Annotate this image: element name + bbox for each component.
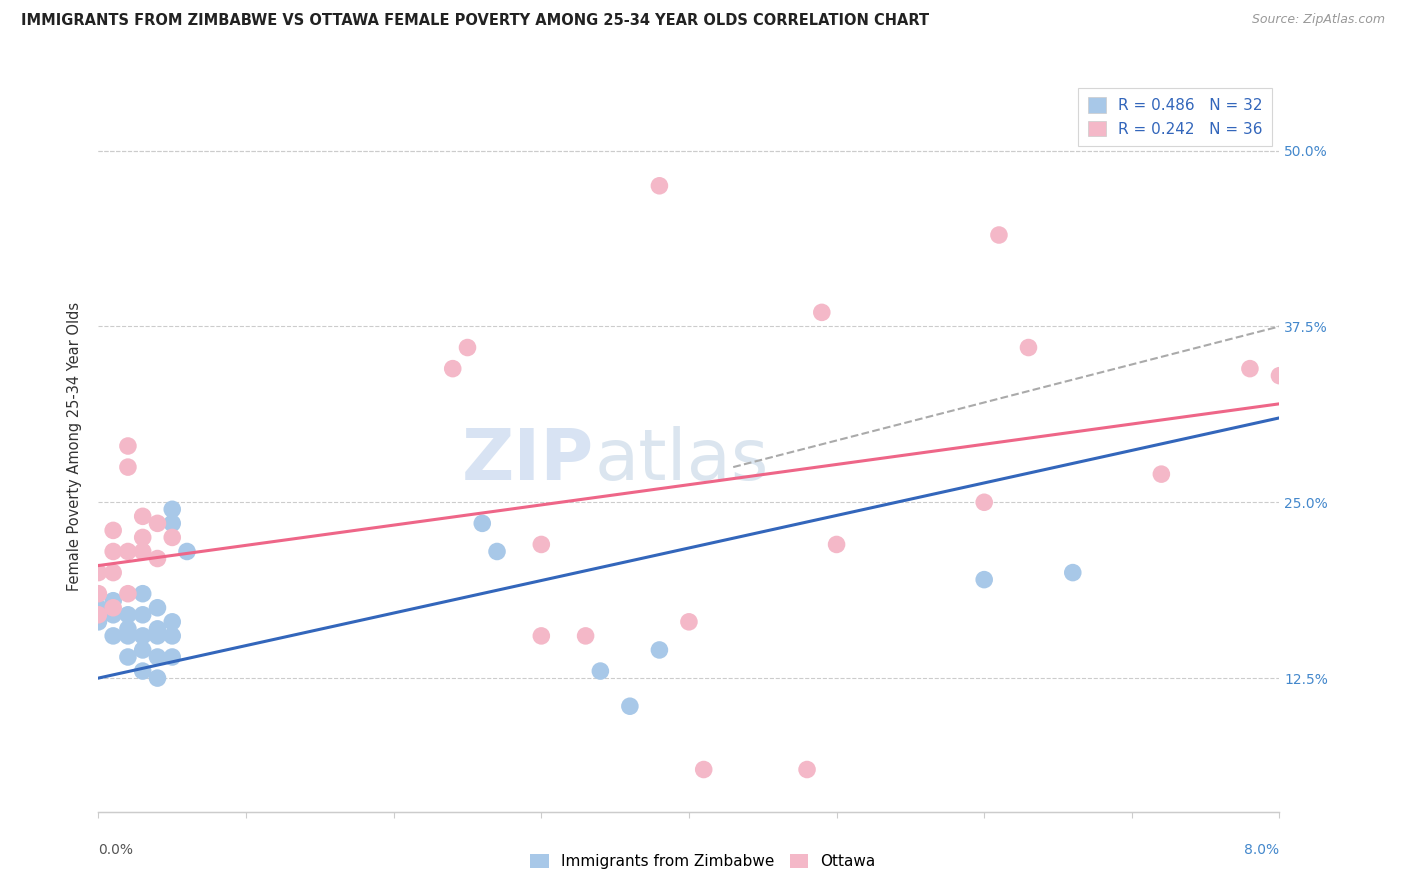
Point xyxy=(176,544,198,558)
Text: 0.0%: 0.0% xyxy=(98,843,134,857)
Point xyxy=(146,650,169,665)
Point xyxy=(146,622,169,636)
Point xyxy=(162,530,183,544)
Point xyxy=(648,178,671,193)
Point xyxy=(810,305,832,319)
Point xyxy=(162,650,183,665)
Point xyxy=(987,227,1010,242)
Point xyxy=(146,516,169,531)
Point xyxy=(471,516,494,531)
Point xyxy=(87,587,110,601)
Point xyxy=(132,664,155,678)
Point xyxy=(132,587,155,601)
Text: IMMIGRANTS FROM ZIMBABWE VS OTTAWA FEMALE POVERTY AMONG 25-34 YEAR OLDS CORRELAT: IMMIGRANTS FROM ZIMBABWE VS OTTAWA FEMAL… xyxy=(21,13,929,29)
Point xyxy=(117,629,139,643)
Point xyxy=(103,524,125,538)
Text: atlas: atlas xyxy=(595,426,769,495)
Point xyxy=(103,566,125,580)
Point xyxy=(1062,566,1084,580)
Point xyxy=(117,439,139,453)
Y-axis label: Female Poverty Among 25-34 Year Olds: Female Poverty Among 25-34 Year Olds xyxy=(67,301,83,591)
Point xyxy=(117,622,139,636)
Point xyxy=(146,600,169,615)
Point xyxy=(162,502,183,516)
Point xyxy=(619,699,641,714)
Point xyxy=(1239,361,1261,376)
Point xyxy=(1298,692,1320,706)
Point xyxy=(103,593,125,607)
Point xyxy=(87,566,110,580)
Point xyxy=(117,650,139,665)
Point xyxy=(530,629,553,643)
Point xyxy=(162,516,183,531)
Point xyxy=(87,600,110,615)
Point xyxy=(1268,368,1291,383)
Point xyxy=(132,509,155,524)
Point xyxy=(117,544,139,558)
Point xyxy=(648,643,671,657)
Point xyxy=(678,615,700,629)
Point xyxy=(117,460,139,475)
Text: Source: ZipAtlas.com: Source: ZipAtlas.com xyxy=(1251,13,1385,27)
Legend: Immigrants from Zimbabwe, Ottawa: Immigrants from Zimbabwe, Ottawa xyxy=(524,848,882,875)
Point xyxy=(589,664,612,678)
Point xyxy=(973,495,995,509)
Point xyxy=(117,587,139,601)
Point xyxy=(87,615,110,629)
Point xyxy=(146,629,169,643)
Point xyxy=(1017,341,1039,355)
Point xyxy=(103,544,125,558)
Point xyxy=(132,629,155,643)
Point xyxy=(132,607,155,622)
Point xyxy=(574,629,596,643)
Point xyxy=(103,607,125,622)
Point xyxy=(693,763,716,777)
Point xyxy=(132,544,155,558)
Point xyxy=(117,607,139,622)
Point xyxy=(1150,467,1173,482)
Point xyxy=(441,361,464,376)
Point xyxy=(162,629,183,643)
Point xyxy=(103,629,125,643)
Point xyxy=(485,544,508,558)
Point xyxy=(530,537,553,551)
Text: ZIP: ZIP xyxy=(463,426,595,495)
Text: 8.0%: 8.0% xyxy=(1244,843,1279,857)
Point xyxy=(825,537,848,551)
Point xyxy=(146,551,169,566)
Point xyxy=(132,643,155,657)
Point xyxy=(796,763,818,777)
Point xyxy=(162,615,183,629)
Point xyxy=(87,607,110,622)
Point xyxy=(146,671,169,685)
Point xyxy=(973,573,995,587)
Point xyxy=(456,341,478,355)
Point xyxy=(132,530,155,544)
Legend: R = 0.486   N = 32, R = 0.242   N = 36: R = 0.486 N = 32, R = 0.242 N = 36 xyxy=(1078,88,1272,146)
Point xyxy=(103,600,125,615)
